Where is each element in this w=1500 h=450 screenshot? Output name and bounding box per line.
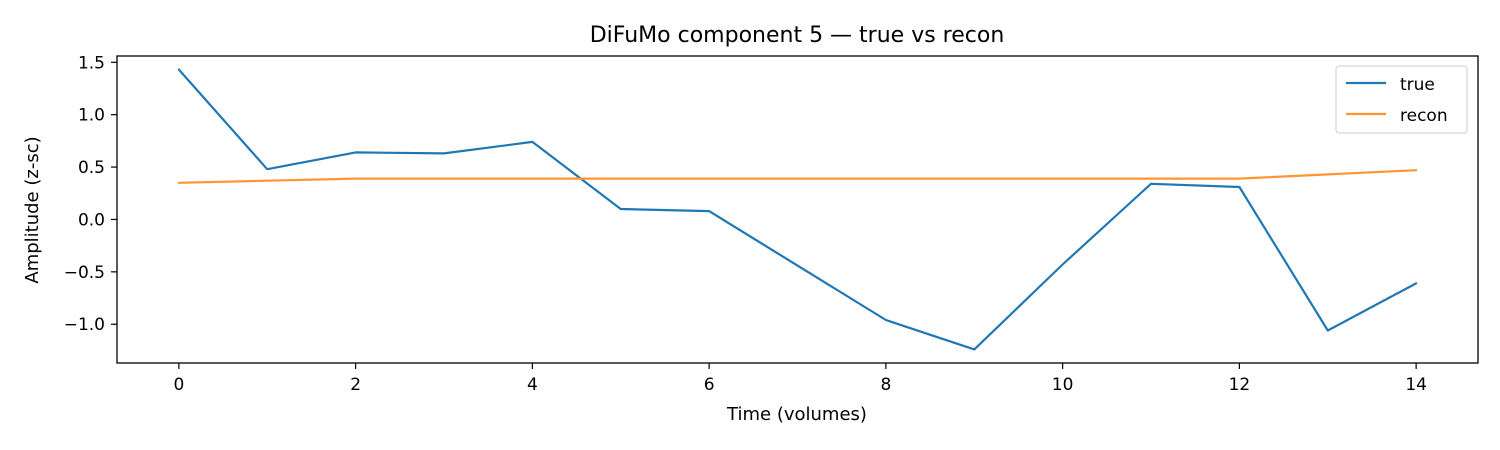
x-tick-label: 4 <box>527 375 538 395</box>
x-tick-label: 14 <box>1405 375 1427 395</box>
y-axis: −1.0 −0.5 0.0 0.5 1.0 1.5 <box>64 53 117 335</box>
x-tick-label: 10 <box>1052 375 1074 395</box>
series-line-recon <box>177 169 1418 184</box>
y-tick-label: 1.0 <box>78 106 105 126</box>
chart-title: DiFuMo component 5 — true vs recon <box>590 23 1005 48</box>
y-tick-label: −1.0 <box>64 315 105 335</box>
legend-label-recon: recon <box>1400 106 1448 126</box>
y-tick-label: 0.5 <box>78 158 105 178</box>
x-tick-label: 2 <box>350 375 361 395</box>
legend-label-true: true <box>1400 75 1435 95</box>
legend: true recon <box>1335 65 1468 134</box>
plot-frame <box>116 55 1479 364</box>
y-axis-label: Amplitude (z-sc) <box>22 136 43 283</box>
series-line-true <box>177 68 1418 351</box>
x-tick-label: 6 <box>704 375 715 395</box>
x-tick-label: 12 <box>1229 375 1251 395</box>
y-tick-label: −0.5 <box>64 263 105 283</box>
x-axis: 0 2 4 6 8 10 12 14 <box>173 363 1427 395</box>
x-axis-label: Time (volumes) <box>726 404 867 425</box>
x-tick-label: 8 <box>880 375 891 395</box>
x-tick-label: 0 <box>173 375 184 395</box>
plot-area <box>177 68 1418 351</box>
y-tick-label: 1.5 <box>78 53 105 73</box>
y-tick-label: 0.0 <box>78 210 105 230</box>
